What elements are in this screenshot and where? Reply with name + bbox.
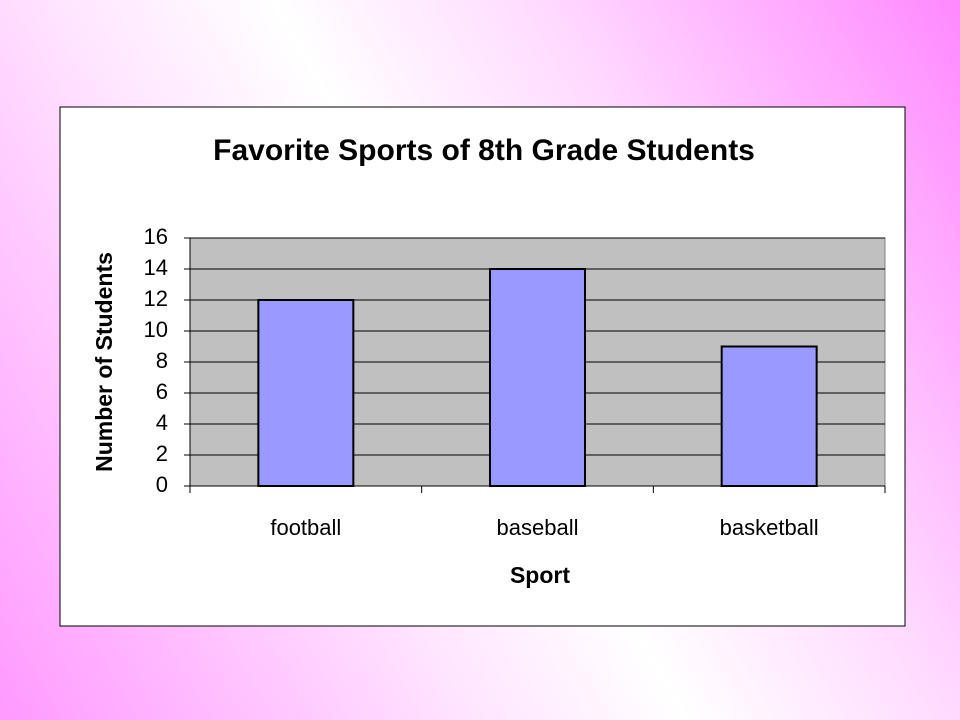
x-tick-label: football — [270, 515, 341, 540]
y-tick-label: 4 — [156, 410, 168, 435]
bar — [489, 268, 586, 487]
y-tick-label: 16 — [144, 224, 168, 249]
x-tick-label: baseball — [497, 515, 579, 540]
x-tick-label: basketball — [720, 515, 819, 540]
y-axis-title: Number of Students — [91, 252, 117, 472]
x-axis-title: Sport — [510, 562, 570, 588]
y-tick-label: 8 — [156, 348, 168, 373]
chart-title: Favorite Sports of 8th Grade Students — [213, 134, 755, 167]
bar — [257, 299, 355, 487]
y-tick-label: 10 — [144, 317, 168, 342]
bar — [720, 345, 818, 487]
y-tick-label: 0 — [156, 472, 168, 497]
y-tick-label: 12 — [144, 286, 168, 311]
y-tick-label: 2 — [156, 441, 168, 466]
y-tick-label: 14 — [144, 255, 168, 280]
y-tick-label: 6 — [156, 379, 168, 404]
